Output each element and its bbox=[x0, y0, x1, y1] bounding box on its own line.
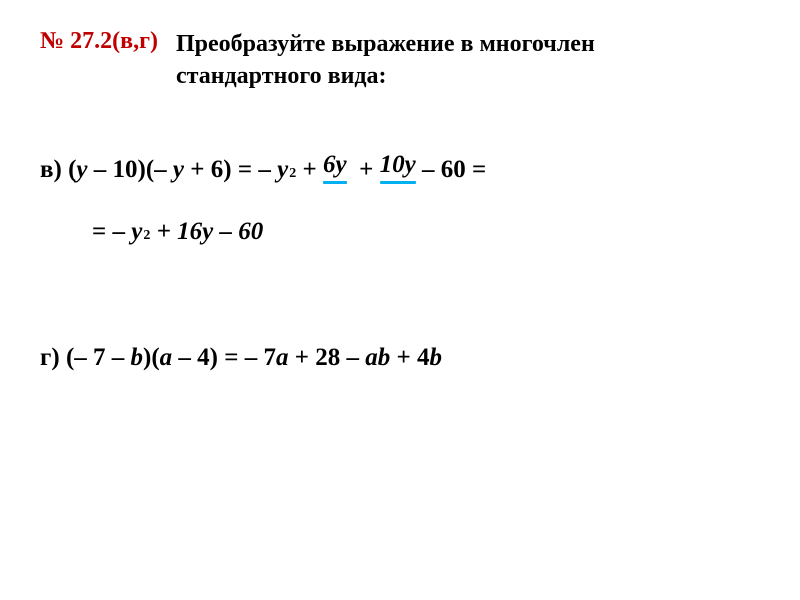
var-b-2: b bbox=[430, 344, 443, 372]
g-mid1: )( bbox=[143, 344, 160, 372]
problem-v-line1: в) ( y – 10)(– y + 6) = – y2 + 6y + 10y … bbox=[40, 151, 760, 184]
label-g: г) bbox=[40, 344, 66, 372]
var-y-sq: y bbox=[277, 156, 288, 184]
instruction-text: Преобразуйте выражение в многочлен станд… bbox=[176, 28, 595, 93]
problem-g-line: г) (– 7 – b )( a – 4) = – 7 a + 28 – ab … bbox=[40, 344, 760, 372]
eq-cont: = – bbox=[92, 218, 131, 246]
op-2: + 6) = – bbox=[184, 156, 277, 184]
underlined-term-6y: 6y bbox=[323, 151, 347, 184]
exp-2-b: 2 bbox=[143, 228, 150, 244]
var-a-1: a bbox=[160, 344, 173, 372]
var-y-sq-2: y bbox=[131, 218, 142, 246]
var-y-1: y bbox=[76, 156, 87, 184]
underline-1 bbox=[323, 181, 347, 184]
var-b-1: b bbox=[131, 344, 144, 372]
rest-line2: + 16y – 60 bbox=[150, 218, 263, 246]
var-y-2: y bbox=[173, 156, 184, 184]
g-pre: (– 7 – bbox=[66, 344, 131, 372]
label-v: в) bbox=[40, 156, 68, 184]
problem-v-line2: = – y2 + 16y – 60 bbox=[92, 218, 760, 246]
g-mid4: + 4 bbox=[390, 344, 429, 372]
underline-2 bbox=[380, 181, 416, 184]
plus-1: + bbox=[296, 156, 323, 184]
problem-number: № 27.2(в,г) bbox=[40, 28, 158, 55]
instruction-line-2: стандартного вида: bbox=[176, 63, 387, 89]
underlined-term-10y: 10y bbox=[380, 151, 416, 184]
g-mid3: + 28 – bbox=[289, 344, 366, 372]
instruction-line-1: Преобразуйте выражение в многочлен bbox=[176, 31, 595, 57]
plus-2: + bbox=[347, 156, 380, 184]
var-ab: ab bbox=[365, 344, 390, 372]
var-a-2: a bbox=[276, 344, 289, 372]
term-10y: 10y bbox=[380, 151, 416, 179]
exp-2-a: 2 bbox=[289, 166, 296, 182]
g-mid2: – 4) = – 7 bbox=[172, 344, 276, 372]
term-6y: 6y bbox=[323, 151, 347, 179]
tail-1: – 60 = bbox=[416, 156, 487, 184]
op-1: – 10)(– bbox=[88, 156, 173, 184]
